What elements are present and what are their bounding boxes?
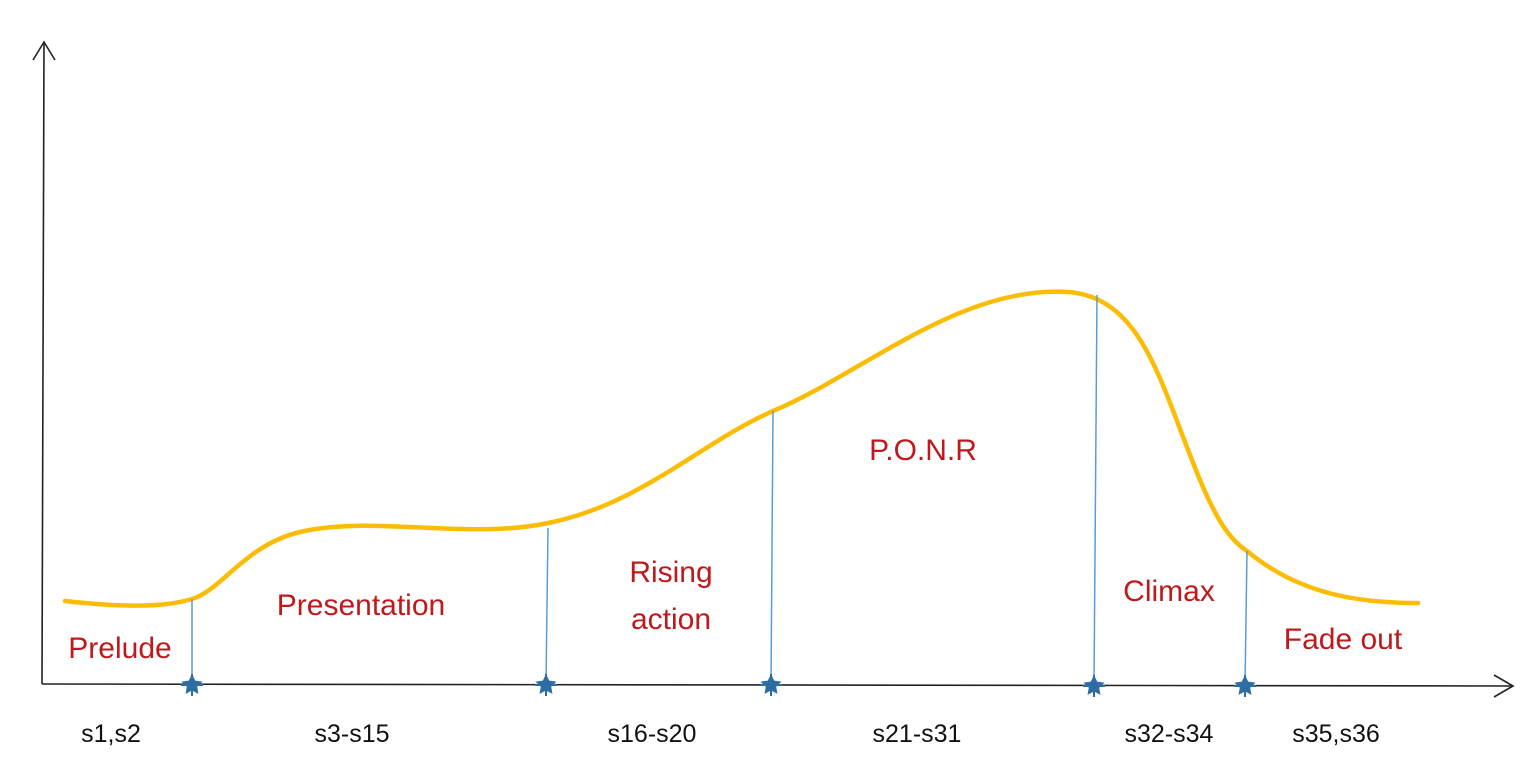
phase-label-presentation: Presentation	[277, 589, 445, 622]
divider-line	[770, 410, 774, 686]
phase-label-fade-out: Fade out	[1284, 623, 1403, 656]
star-marker	[1234, 675, 1256, 697]
phase-label-rising-action-line1: Rising	[629, 556, 712, 589]
phase-label-ponr: P.O.N.R	[869, 434, 977, 467]
phase-label-prelude: Prelude	[68, 632, 171, 665]
scene-range-rising-action: s16-s20	[608, 720, 697, 748]
star-marker	[760, 674, 782, 696]
divider-line	[1093, 294, 1098, 687]
scene-range-prelude: s1,s2	[81, 720, 141, 748]
star-marker	[1083, 675, 1105, 697]
y-axis	[41, 41, 45, 685]
scene-range-ponr: s21-s31	[873, 720, 962, 748]
star-marker	[535, 674, 557, 696]
star-marker	[181, 674, 203, 696]
scene-range-fade-out: s35,s36	[1292, 720, 1380, 748]
phase-label-climax: Climax	[1123, 575, 1215, 608]
divider-line	[545, 527, 549, 686]
divider-line	[1244, 550, 1248, 687]
y-axis-arrowhead	[32, 40, 56, 61]
scene-range-presentation: s3-s15	[314, 720, 389, 748]
scene-range-climax: s32-s34	[1125, 720, 1214, 748]
tension-curve	[62, 289, 1421, 608]
phase-label-rising-action-line2: action	[631, 603, 711, 636]
x-axis-arrowhead	[1493, 674, 1515, 698]
